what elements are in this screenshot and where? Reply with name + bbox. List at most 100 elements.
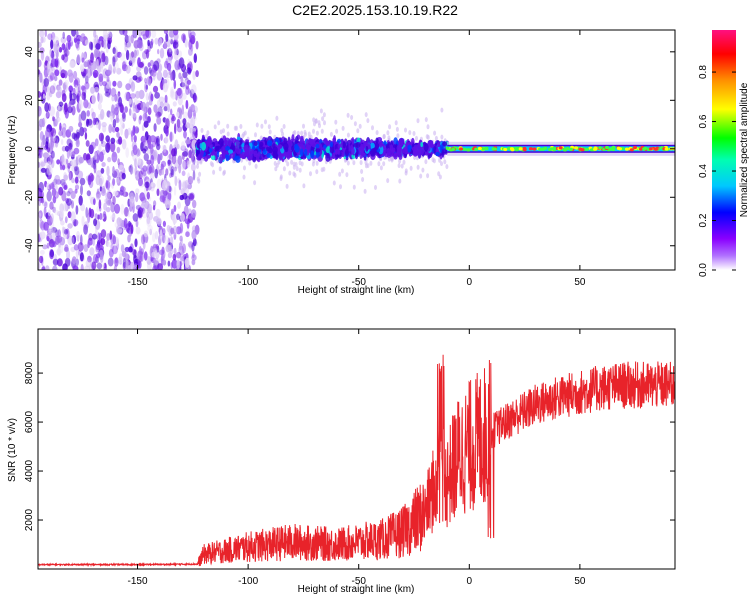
spectrogram-cell bbox=[142, 112, 148, 122]
spectrogram-cell bbox=[51, 150, 55, 159]
spectrogram-cell bbox=[268, 129, 272, 135]
spectrogram-cell bbox=[194, 130, 198, 139]
spectrogram-cell bbox=[378, 145, 384, 155]
spectrogram-cell bbox=[379, 139, 383, 148]
spectrogram-cell bbox=[259, 141, 264, 147]
snr-x-label: Height of straight line (km) bbox=[298, 584, 415, 595]
colorbar-gradient bbox=[712, 30, 736, 270]
spectrogram-cell bbox=[71, 105, 76, 116]
spectrogram-cell bbox=[38, 255, 44, 264]
spectrogram-cell bbox=[71, 234, 77, 245]
spectrogram-cell bbox=[42, 244, 48, 250]
spectrogram-cell bbox=[97, 102, 102, 111]
carrier-peak bbox=[562, 148, 567, 152]
spectrogram-cell bbox=[179, 82, 186, 88]
spectrogram-cell bbox=[140, 141, 144, 152]
spectrogram-cell bbox=[164, 136, 169, 144]
spectrogram-cell bbox=[124, 128, 129, 139]
spectrogram-cell bbox=[42, 152, 49, 159]
spectrogram-cell bbox=[192, 92, 197, 103]
spectrogram-cell bbox=[59, 122, 62, 131]
carrier-peak bbox=[445, 146, 450, 150]
spectrogram-cell bbox=[120, 104, 125, 113]
spectrogram-cell bbox=[86, 190, 91, 197]
spectrogram-cell bbox=[116, 176, 120, 184]
spectrogram-cell bbox=[279, 176, 283, 182]
spectrogram-cell bbox=[68, 85, 73, 93]
spectrogram-cell bbox=[190, 132, 195, 138]
spectrogram-cell bbox=[363, 188, 367, 194]
spectrogram-cell bbox=[69, 60, 75, 69]
spectrogram-cell bbox=[54, 75, 58, 82]
spectrogram-cell bbox=[100, 109, 105, 120]
spectrogram-cell bbox=[315, 169, 319, 175]
spectrogram-cell bbox=[185, 231, 190, 238]
spectrogram-cell bbox=[157, 48, 160, 55]
spectrogram-cell bbox=[290, 159, 294, 165]
spectrogram-cell bbox=[132, 107, 137, 119]
spectrogram-cell bbox=[218, 138, 224, 146]
spectrogram-cell bbox=[195, 40, 199, 50]
spectrogram-cell bbox=[181, 141, 185, 150]
spectrogram-cell bbox=[274, 152, 278, 158]
spectrogram-cell bbox=[365, 145, 369, 152]
spectrogram-cell bbox=[188, 39, 193, 50]
spectrogram-cell bbox=[420, 141, 424, 148]
spectrogram-cell bbox=[64, 47, 68, 58]
spectrogram-cell bbox=[181, 92, 187, 100]
spectrogram-cell bbox=[286, 161, 290, 167]
spectrogram-cell bbox=[64, 145, 70, 152]
spectrogram-cell bbox=[189, 122, 193, 129]
spectrogram-cell bbox=[173, 204, 177, 213]
spectrogram-cell bbox=[107, 156, 112, 163]
spectrogram-cell bbox=[53, 42, 58, 54]
spectrogram-cell bbox=[425, 134, 429, 140]
spectrogram-cell bbox=[133, 135, 137, 143]
spectrogram-cell bbox=[170, 108, 173, 116]
carrier-peak bbox=[532, 147, 537, 151]
spectrogram-cell bbox=[275, 115, 279, 121]
spectrogram-cell bbox=[45, 128, 51, 139]
spectrogram-cell bbox=[78, 156, 84, 164]
spectrogram-cell bbox=[191, 251, 195, 259]
carrier-peak bbox=[543, 146, 548, 150]
spectrogram-cell bbox=[107, 257, 114, 267]
spectrogram-cell bbox=[386, 178, 390, 184]
x-tick-label: 50 bbox=[574, 576, 586, 587]
spectrogram-cell bbox=[188, 106, 193, 115]
spectrogram-cell bbox=[90, 108, 94, 116]
spectrogram-cell bbox=[114, 126, 120, 133]
spectrogram-cell bbox=[93, 30, 97, 39]
spectrogram-cell bbox=[92, 159, 97, 170]
spectrogram-cell bbox=[143, 120, 149, 128]
spectrogram-cell bbox=[167, 159, 172, 165]
spectrogram-cell bbox=[142, 207, 146, 214]
spectrogram-cell bbox=[97, 92, 100, 102]
spectrogram-cell bbox=[152, 72, 156, 81]
spectrogram-cell bbox=[359, 153, 363, 160]
spectrogram-cell bbox=[130, 34, 134, 44]
spectrogram-cell bbox=[147, 206, 152, 214]
spectrogram-cell bbox=[146, 49, 150, 59]
spectrogram-cell bbox=[312, 117, 316, 123]
spectrogram-cell bbox=[154, 168, 158, 179]
spectrogram-cell bbox=[59, 245, 64, 254]
spectrogram-cell bbox=[61, 145, 66, 152]
spectrogram-cell bbox=[170, 169, 175, 178]
spectrogram-cell bbox=[46, 242, 50, 249]
spectrogram-cell bbox=[187, 172, 191, 180]
spectrogram-cell bbox=[176, 111, 180, 118]
spectrogram-cell bbox=[117, 91, 121, 97]
spectrogram-cell bbox=[165, 118, 170, 130]
spectrogram-cell bbox=[177, 201, 181, 209]
spectrogram-cell bbox=[296, 130, 300, 136]
spectrogram-cell bbox=[231, 142, 234, 150]
spectrogram-cell bbox=[219, 129, 223, 135]
spectrogram-cell bbox=[109, 141, 116, 153]
spectrogram-cell bbox=[120, 124, 123, 136]
spectrogram-cell bbox=[98, 36, 104, 42]
carrier-peak bbox=[528, 147, 533, 151]
spectrogram-cell bbox=[337, 149, 341, 155]
spectrogram-cell bbox=[299, 148, 304, 157]
spectrogram-cell bbox=[144, 131, 149, 141]
